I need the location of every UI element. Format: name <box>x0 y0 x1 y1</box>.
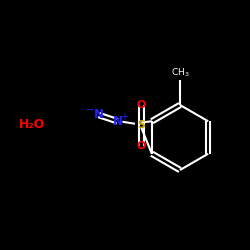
Text: +: + <box>120 112 128 122</box>
Text: CH$_3$: CH$_3$ <box>171 66 189 79</box>
Text: O: O <box>136 141 146 151</box>
Text: O: O <box>136 100 146 110</box>
Text: H₂O: H₂O <box>19 118 46 132</box>
Text: N: N <box>112 115 122 128</box>
Text: N: N <box>94 108 104 122</box>
Text: S: S <box>137 120 145 130</box>
Text: −: − <box>86 106 94 116</box>
